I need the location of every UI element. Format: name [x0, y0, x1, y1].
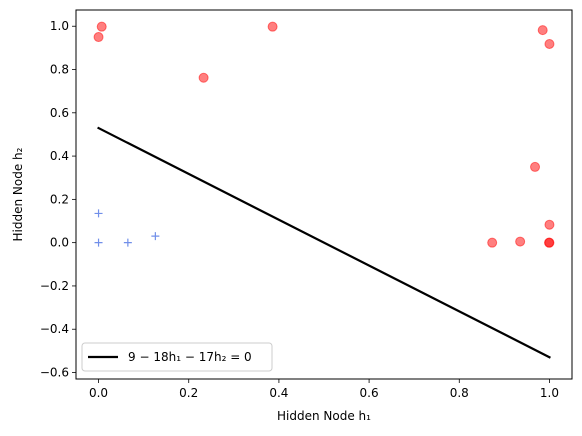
red-circle-point [544, 219, 555, 230]
blue-plus-point [94, 238, 103, 247]
x-tick-label: 0.2 [179, 386, 198, 400]
red-circle-point [93, 32, 104, 43]
y-tick-label: 0.0 [50, 236, 69, 250]
axes-frame [75, 9, 573, 380]
red-circle-point [487, 237, 498, 248]
y-tick-label: −0.2 [40, 279, 69, 293]
legend: 9 − 18h₁ − 17h₂ = 0 [81, 342, 273, 372]
decision-boundary-line [97, 126, 551, 359]
legend-box [81, 342, 273, 372]
x-tick-label: 0.0 [89, 386, 108, 400]
blue-plus-point [123, 238, 132, 247]
red-circle-point [267, 21, 278, 32]
y-tick-label: 0.6 [50, 106, 69, 120]
axis-ticks: 0.0 0.2 0.4 0.6 0.8 1.0 −0.6 −0.4 −0.2 0.0 0.2 0.4 0… [40, 19, 559, 400]
red-circle-point [537, 25, 548, 36]
red-circle-point [544, 237, 555, 248]
x-tick-label: 0.8 [450, 386, 469, 400]
red-circle-point [530, 161, 541, 172]
x-axis-label: Hidden Node h₁ [277, 409, 371, 423]
y-axis-label: Hidden Node h₂ [11, 147, 25, 241]
x-tick-label: 0.6 [360, 386, 379, 400]
y-tick-label: 1.0 [50, 19, 69, 33]
y-tick-label: 0.8 [50, 63, 69, 77]
x-tick-label: 1.0 [540, 386, 559, 400]
y-tick-label: −0.4 [40, 322, 69, 336]
y-tick-label: −0.6 [40, 366, 69, 380]
red-circle-point [515, 236, 526, 247]
x-tick-label: 0.4 [269, 386, 288, 400]
red-circle-point [198, 72, 209, 83]
red-circle-point [544, 38, 555, 49]
legend-label: 9 − 18h₁ − 17h₂ = 0 [128, 350, 252, 364]
blue-plus-point [94, 209, 103, 218]
y-tick-label: 0.4 [50, 149, 69, 163]
y-tick-label: 0.2 [50, 192, 69, 206]
red-circle-point [96, 21, 107, 32]
blue-plus-point [151, 232, 160, 241]
plot-area [93, 21, 555, 359]
